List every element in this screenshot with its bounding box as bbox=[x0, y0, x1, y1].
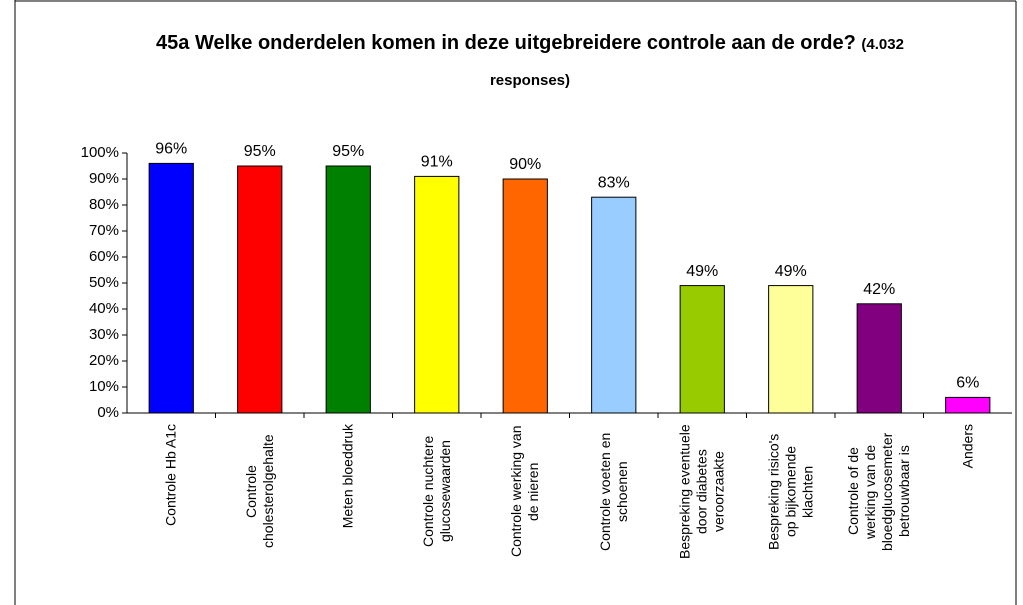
data-label: 49% bbox=[686, 263, 718, 280]
bar bbox=[502, 178, 548, 414]
chart-title-block: 45a Welke onderdelen komen in deze uitge… bbox=[150, 26, 910, 98]
bar bbox=[237, 165, 283, 414]
x-tick-label: Bespreking risico's op bijkomende klacht… bbox=[765, 433, 816, 550]
x-tick-label: Controle nuchtere glucosewaarden bbox=[419, 435, 453, 548]
y-tick-label: 0% bbox=[97, 404, 119, 421]
y-tick-label: 60% bbox=[89, 248, 119, 265]
x-tick-label: Controle of de werking van de bloedgluco… bbox=[845, 432, 913, 551]
y-tick-label: 20% bbox=[89, 352, 119, 369]
x-tick-label: Controle cholesterolgehalte bbox=[242, 434, 276, 549]
y-tick-label: 40% bbox=[89, 300, 119, 317]
y-tick-label: 30% bbox=[89, 326, 119, 343]
y-tick-label: 70% bbox=[89, 222, 119, 239]
x-tick-label: Controle werking van de nieren bbox=[508, 425, 542, 558]
y-tick-label: 10% bbox=[89, 378, 119, 395]
chart-title: 45a Welke onderdelen komen in deze uitge… bbox=[156, 32, 856, 54]
bar bbox=[414, 175, 460, 414]
x-tick-label: Controle voeten en schoenen bbox=[596, 432, 630, 551]
data-label: 90% bbox=[509, 156, 541, 173]
data-label: 42% bbox=[863, 281, 895, 298]
bar bbox=[591, 196, 637, 414]
bar bbox=[856, 303, 902, 414]
data-label: 95% bbox=[332, 143, 364, 160]
chart-subtitle: (4.032 responses) bbox=[489, 36, 904, 89]
y-tick-label: 100% bbox=[81, 144, 119, 161]
y-tick-label: 80% bbox=[89, 196, 119, 213]
bar bbox=[679, 285, 725, 414]
data-label: 91% bbox=[421, 154, 453, 171]
y-tick-label: 50% bbox=[89, 274, 119, 291]
x-tick-label: Meten bloeddruk bbox=[339, 424, 356, 529]
bar bbox=[768, 285, 814, 414]
bar bbox=[945, 396, 991, 414]
data-label: 83% bbox=[598, 174, 630, 191]
bar bbox=[148, 162, 194, 414]
y-tick-label: 90% bbox=[89, 170, 119, 187]
bar bbox=[325, 165, 371, 414]
x-tick-label: Controle Hb A1c bbox=[162, 424, 179, 526]
data-label: 96% bbox=[155, 141, 187, 158]
data-label: 95% bbox=[244, 143, 276, 160]
data-label: 6% bbox=[956, 375, 979, 392]
x-tick-label: Anders bbox=[959, 424, 976, 469]
x-tick-label: Bespreking eventuele door diabetes veroo… bbox=[676, 424, 727, 559]
data-label: 49% bbox=[775, 263, 807, 280]
